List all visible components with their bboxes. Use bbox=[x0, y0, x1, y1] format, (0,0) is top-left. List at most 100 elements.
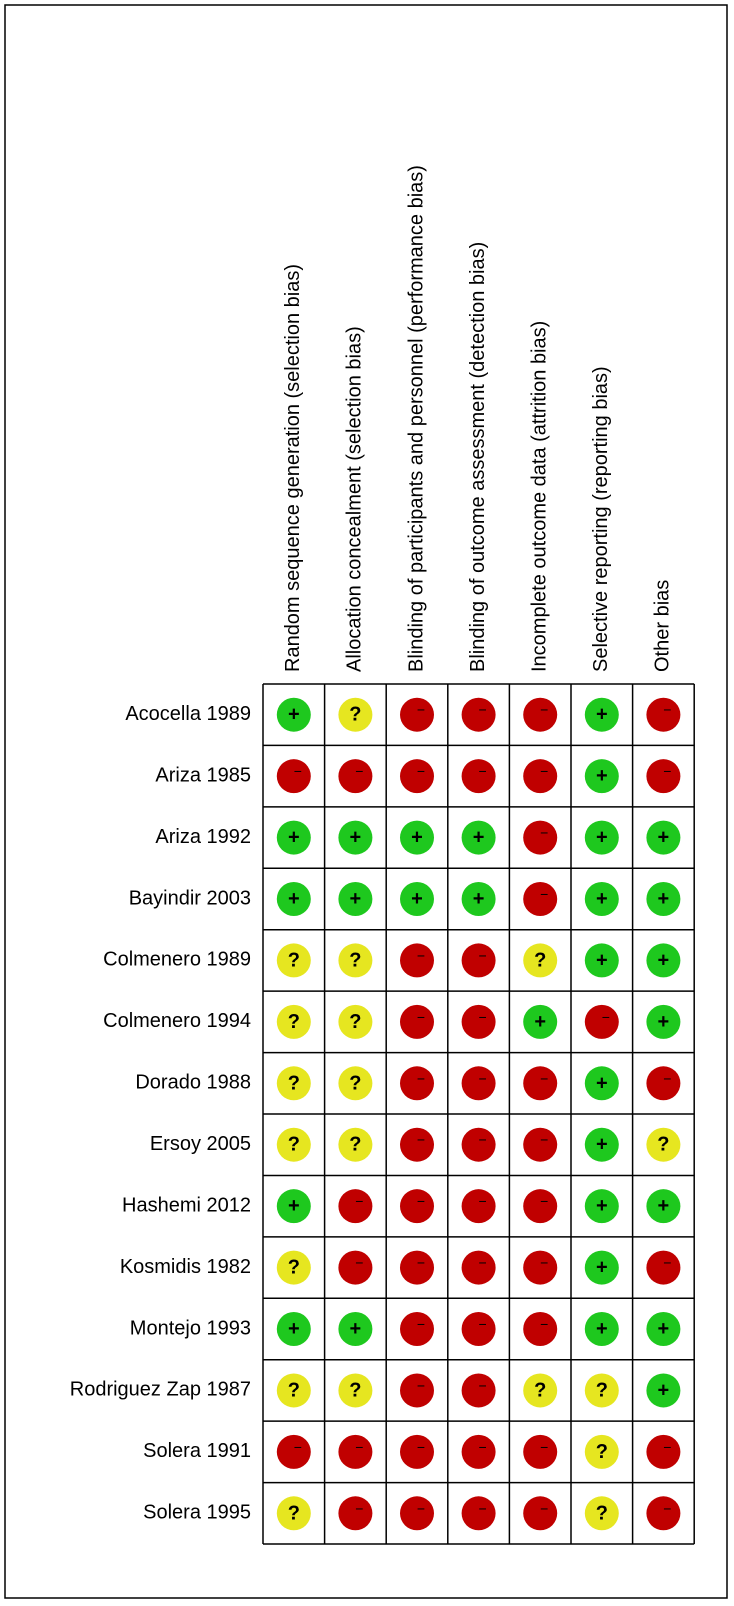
judgment-dot bbox=[584, 1434, 619, 1469]
judgment-symbol: − bbox=[417, 1255, 425, 1271]
judgment-symbol: ? bbox=[657, 1134, 669, 1156]
judgment-symbol: − bbox=[417, 1009, 425, 1025]
judgment-dot bbox=[400, 759, 434, 794]
column-header: Blinding of outcome assessment (detectio… bbox=[467, 242, 489, 672]
judgment-dot bbox=[400, 697, 434, 732]
judgment-symbol: − bbox=[479, 763, 487, 779]
judgment-symbol: − bbox=[540, 763, 548, 779]
judgment-symbol: − bbox=[540, 825, 548, 841]
judgment-dot bbox=[400, 820, 434, 855]
judgment-symbol: − bbox=[540, 1500, 548, 1516]
column-header: Selective reporting (reporting bias) bbox=[590, 366, 612, 672]
judgment-dot bbox=[276, 1496, 311, 1531]
judgment-dot bbox=[584, 1373, 619, 1408]
judgment-symbol: − bbox=[417, 1070, 425, 1086]
judgment-dot bbox=[646, 1066, 681, 1101]
study-label: Bayindir 2003 bbox=[129, 887, 251, 909]
judgment-dot bbox=[400, 882, 434, 917]
judgment-dot bbox=[400, 1004, 434, 1039]
judgment-symbol: + bbox=[596, 1195, 608, 1217]
judgment-dot bbox=[584, 1004, 619, 1039]
judgment-dot bbox=[584, 1496, 619, 1531]
study-label: Montejo 1993 bbox=[130, 1317, 251, 1339]
judgment-dot bbox=[338, 1496, 373, 1531]
judgment-symbol: ? bbox=[288, 1134, 300, 1156]
judgment-symbol: + bbox=[288, 827, 300, 849]
judgment-dot bbox=[338, 882, 373, 917]
judgment-dot bbox=[400, 943, 434, 978]
judgment-symbol: − bbox=[602, 1009, 610, 1025]
judgment-symbol: − bbox=[417, 1132, 425, 1148]
judgment-dot bbox=[461, 1496, 496, 1531]
judgment-dot bbox=[276, 943, 311, 978]
judgment-dot bbox=[523, 1127, 558, 1162]
judgment-symbol: + bbox=[596, 888, 608, 910]
judgment-symbol: ? bbox=[349, 704, 361, 726]
judgment-symbol: − bbox=[479, 1439, 487, 1455]
judgment-dot bbox=[584, 759, 619, 794]
study-label: Acocella 1989 bbox=[125, 703, 251, 725]
judgment-symbol: − bbox=[479, 1500, 487, 1516]
judgment-symbol: ? bbox=[596, 1502, 608, 1524]
judgment-symbol: − bbox=[417, 1439, 425, 1455]
judgment-symbol: + bbox=[658, 827, 670, 849]
column-header: Incomplete outcome data (attrition bias) bbox=[528, 321, 550, 672]
judgment-symbol: + bbox=[596, 827, 608, 849]
judgment-dot bbox=[461, 759, 496, 794]
judgment-symbol: + bbox=[288, 1318, 300, 1340]
judgment-dot bbox=[646, 1004, 681, 1039]
judgment-symbol: − bbox=[355, 1255, 363, 1271]
judgment-symbol: + bbox=[350, 888, 362, 910]
judgment-symbol: − bbox=[355, 763, 363, 779]
judgment-symbol: + bbox=[596, 949, 608, 971]
judgment-dot bbox=[461, 1312, 496, 1347]
judgment-symbol: − bbox=[417, 1377, 425, 1393]
judgment-dot bbox=[646, 1250, 681, 1285]
judgment-dot bbox=[523, 1004, 558, 1039]
judgment-symbol: + bbox=[350, 1318, 362, 1340]
judgment-symbol: ? bbox=[288, 1011, 300, 1033]
judgment-dot bbox=[338, 1312, 373, 1347]
judgment-dot bbox=[400, 1189, 434, 1224]
study-label: Kosmidis 1982 bbox=[120, 1256, 251, 1278]
judgment-dot bbox=[646, 1373, 681, 1408]
judgment-symbol: ? bbox=[596, 1441, 608, 1463]
judgment-dot bbox=[461, 1127, 496, 1162]
judgment-dot bbox=[338, 820, 373, 855]
judgment-symbol: − bbox=[479, 702, 487, 718]
judgment-dot bbox=[523, 1312, 558, 1347]
judgment-dot bbox=[646, 1496, 681, 1531]
judgment-dot bbox=[523, 1496, 558, 1531]
judgment-dot bbox=[461, 1250, 496, 1285]
judgment-symbol: − bbox=[540, 1439, 548, 1455]
judgment-dot bbox=[646, 1189, 681, 1224]
judgment-symbol: + bbox=[288, 704, 300, 726]
study-label: Dorado 1988 bbox=[135, 1072, 251, 1094]
judgment-dot bbox=[276, 1250, 311, 1285]
judgment-symbol: ? bbox=[596, 1379, 608, 1401]
judgment-dot bbox=[276, 1189, 311, 1224]
judgment-symbol: ? bbox=[534, 949, 546, 971]
judgment-symbol: − bbox=[479, 1255, 487, 1271]
judgment-dot bbox=[276, 697, 311, 732]
judgment-dot bbox=[584, 1250, 619, 1285]
judgment-dot bbox=[400, 1066, 434, 1101]
study-label: Solera 1995 bbox=[143, 1502, 251, 1524]
judgment-dot bbox=[276, 820, 311, 855]
judgment-dot bbox=[338, 759, 373, 794]
judgment-symbol: ? bbox=[288, 1072, 300, 1094]
judgment-dot bbox=[523, 759, 558, 794]
judgment-symbol: ? bbox=[349, 949, 361, 971]
judgment-symbol: + bbox=[411, 888, 423, 910]
judgment-symbol: − bbox=[417, 947, 425, 963]
study-label: Ariza 1985 bbox=[155, 764, 251, 786]
judgment-dot bbox=[276, 759, 311, 794]
judgment-dot bbox=[276, 1312, 311, 1347]
judgment-symbol: + bbox=[658, 1379, 670, 1401]
study-label: Colmenero 1994 bbox=[103, 1010, 251, 1032]
judgment-symbol: + bbox=[596, 765, 608, 787]
judgment-dot bbox=[338, 1189, 373, 1224]
judgment-symbol: + bbox=[411, 827, 423, 849]
